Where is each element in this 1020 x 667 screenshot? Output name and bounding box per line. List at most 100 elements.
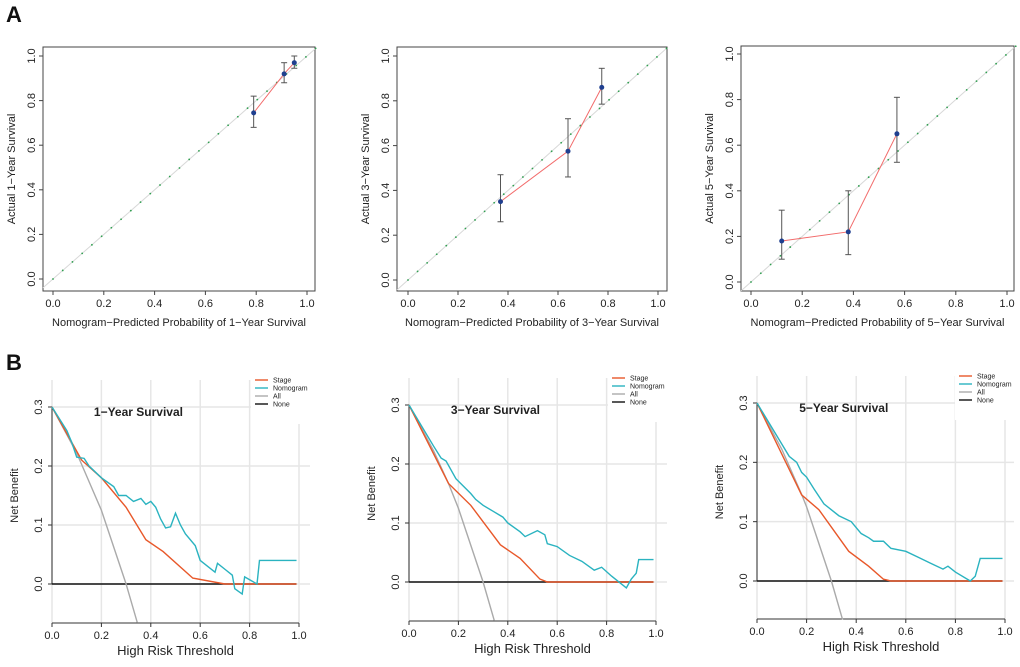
calibration-point [291,60,297,66]
chart-5: 0.0 0.2 0.4 0.6 0.8 1.0 0.0 0.1 0.2 0.3 High Risk … [366,372,668,656]
ideal-dot [266,90,268,93]
legend-label-none: None [977,398,994,405]
x-tick-label: 1.0 [650,298,665,310]
ideal-dot [120,218,122,221]
ideal-dot [464,227,467,230]
y-tick-label: 0.3 [390,397,402,412]
ideal-dot [541,158,543,161]
x-tick-label: 0.0 [45,298,60,310]
calibration-point [251,110,257,116]
ideal-dot [100,235,103,238]
chart-1: 0.0 0.2 0.4 0.6 0.8 1.0 0.0 0.2 0.4 0.6 0.8 1.0 Nomo… [6,46,317,329]
legend-background [251,374,311,424]
ideal-dot [217,132,220,135]
y-axis-label: Net Benefit [9,468,21,522]
y-tick-label: 0.4 [724,183,736,198]
y-tick-label: 0.4 [380,183,392,198]
ideal-dot [426,261,429,264]
x-tick-label: 0.6 [897,298,912,310]
x-tick-label: 0.4 [846,298,861,310]
ideal-dot [636,73,639,75]
series-line-nomogram [51,406,297,596]
ideal-dot [627,81,630,84]
x-tick-label: 0.0 [400,298,415,310]
chart-3: 0.0 0.2 0.4 0.6 0.8 1.0 0.0 0.2 0.4 0.6 0.8 1.0 Nomo… [704,45,1017,329]
y-tick-label: 0.0 [738,573,750,588]
y-axis-label: Actual 5−Year Survival [704,113,716,224]
ideal-dot [617,90,620,93]
x-axis-label: Nomogram−Predicted Probability of 1−Year… [52,317,306,329]
y-tick-label: 0.0 [33,576,45,591]
legend-label-all: All [630,392,638,399]
y-axis-label: Actual 3−Year Survival [360,114,372,225]
ideal-dot [445,244,448,247]
ideal-dot [808,228,811,231]
x-tick-label: 0.2 [96,298,111,310]
legend-background [608,372,668,422]
x-tick-label: 0.8 [948,298,963,310]
ideal-dot [522,176,524,178]
ideal-dot [110,226,113,229]
y-tick-label: 0.8 [26,93,38,108]
series-line-nomogram [408,404,654,589]
ideal-dot [965,88,968,91]
ideal-dot [207,141,210,144]
calibration-point [894,131,900,137]
ideal-dot [91,243,93,246]
ideal-dot [246,107,249,110]
ideal-dot [665,47,668,50]
ideal-dot [857,185,860,187]
ideal-dot [956,97,958,100]
legend-label-all: All [977,390,985,397]
x-tick-label: 0.0 [743,298,758,310]
ideal-dot [493,201,496,204]
ideal-dot [454,236,457,239]
x-axis-label: High Risk Threshold [823,639,940,654]
ideal-dot [435,253,438,256]
ideal-dot [887,158,890,161]
y-tick-label: 0.1 [738,514,750,529]
ideal-dot [828,211,831,214]
calibration-line [781,133,898,242]
x-tick-label: 1.0 [997,626,1012,638]
chart-title: 3−Year Survival [451,403,540,417]
calibration-point [845,229,851,235]
ideal-dot [550,150,553,153]
ideal-dot [608,98,610,101]
x-axis-label: High Risk Threshold [474,641,591,656]
x-tick-label: 1.0 [999,298,1014,310]
ideal-dot [926,123,929,126]
ideal-dot [1014,45,1017,48]
ideal-dot [946,106,948,109]
y-tick-label: 0.6 [26,138,38,153]
ideal-dot [838,202,841,205]
series-line-stage [756,402,1003,582]
x-tick-label: 0.2 [795,298,810,310]
y-tick-label: 0.0 [26,271,38,286]
x-tick-label: 0.0 [44,630,59,642]
legend-label-nomogram: Nomogram [273,386,308,393]
x-tick-label: 0.8 [242,630,257,642]
x-tick-label: 0.2 [799,626,814,638]
legend-label-stage: Stage [977,374,995,381]
legend-label-none: None [630,400,647,407]
y-tick-label: 0.6 [724,138,736,153]
series-line-stage [51,406,297,585]
plot-frame [396,46,668,292]
x-tick-label: 0.4 [147,298,162,310]
x-tick-label: 0.0 [401,628,416,640]
x-tick-label: 0.4 [500,628,515,640]
series-line-all [756,402,844,620]
ideal-dot [789,246,792,248]
ideal-dot [71,261,74,263]
legend-label-none: None [273,402,290,409]
x-tick-label: 1.0 [299,298,314,310]
x-tick-label: 0.8 [599,628,614,640]
ideal-dot [256,98,259,101]
y-tick-label: 0.0 [390,574,402,589]
calibration-line [253,62,295,114]
x-tick-label: 0.6 [898,626,913,638]
calibration-point [599,84,605,90]
x-tick-label: 0.6 [550,628,565,640]
